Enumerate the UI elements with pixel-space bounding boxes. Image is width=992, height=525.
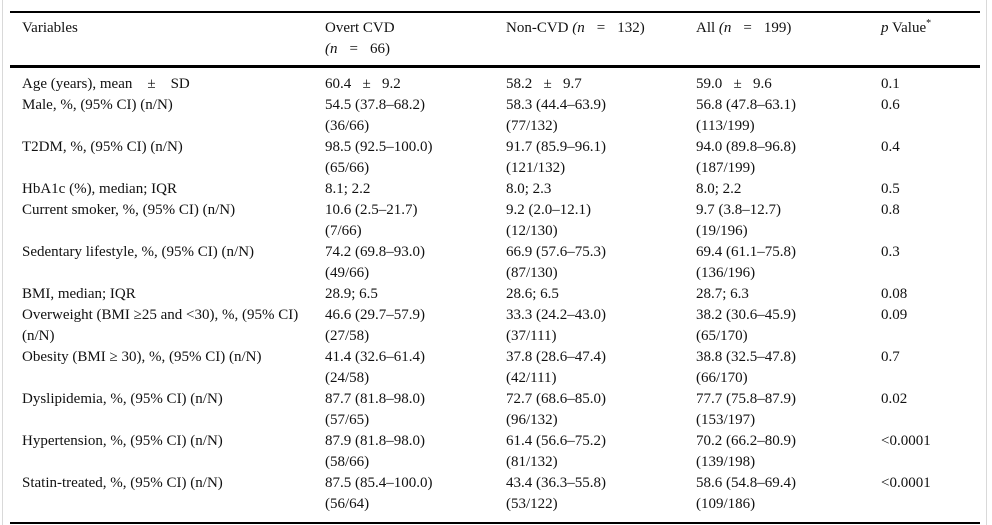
p-value: 0.4 [881,139,900,155]
table-row: Age (years), mean ± SD 60.4 ± 9.2 58.2 ± 9… [10,67,980,96]
p-value-footnote-marker: * [926,18,932,29]
baseline-characteristics-table: Variables Overt CVD (n = 66) Non-CVD (n = 132… [10,11,980,524]
non-cvd-value: 33.3 (24.2–43.0) (37/111) [506,307,606,344]
all-value: 77.7 (75.8–87.9) (153/197) [696,391,796,428]
all-value: 38.2 (30.6–45.9) (65/170) [696,307,796,344]
all-value: 56.8 (47.8–63.1) (113/199) [696,97,796,134]
col-header-overt-cvd: Overt CVD (n = 66) [325,12,506,68]
overt-cvd-value: 28.9; 6.5 [325,286,378,302]
page-edge-left [2,0,3,525]
non-cvd-value: 28.6; 6.5 [506,286,559,302]
p-value: 0.6 [881,97,900,113]
p-value: 0.1 [881,76,900,92]
col-header-variables: Variables [10,12,325,68]
variable-label: T2DM, %, (95% CI) (n/N) [22,139,183,155]
non-cvd-name: Non-CVD [506,20,569,36]
overt-cvd-name: Overt CVD [325,20,395,36]
overt-cvd-value: 54.5 (37.8–68.2) (36/66) [325,97,425,134]
overt-cvd-value: 10.6 (2.5–21.7) (7/66) [325,202,418,239]
table-row: Overweight (BMI ≥25 and <30), %, (95% CI… [10,305,980,347]
variable-label: Male, %, (95% CI) (n/N) [22,97,173,113]
p-value: 0.8 [881,202,900,218]
all-value: 94.0 (89.8–96.8) (187/199) [696,139,796,176]
non-cvd-value: 8.0; 2.3 [506,181,552,197]
p-value: 0.3 [881,244,900,260]
non-cvd-value: 58.2 ± 9.7 [506,76,582,92]
table-row: Current smoker, %, (95% CI) (n/N) 10.6 (2… [10,200,980,242]
variable-label: BMI, median; IQR [22,286,136,302]
table-row: Male, %, (95% CI) (n/N) 54.5 (37.8–68.2) … [10,95,980,137]
col-header-non-cvd: Non-CVD (n = 132) [506,12,696,68]
variable-label: Dyslipidemia, %, (95% CI) (n/N) [22,391,223,407]
overt-cvd-value: 87.7 (81.8–98.0) (57/65) [325,391,425,428]
overt-cvd-value: 98.5 (92.5–100.0) (65/66) [325,139,433,176]
all-value: 9.7 (3.8–12.7) (19/196) [696,202,781,239]
col-header-p-value: p Value* [881,12,980,68]
overt-cvd-value: 46.6 (29.7–57.9) (27/58) [325,307,425,344]
non-cvd-value: 37.8 (28.6–47.4) (42/111) [506,349,606,386]
all-value: 70.2 (66.2–80.9) (139/198) [696,433,796,470]
table-row: Dyslipidemia, %, (95% CI) (n/N) 87.7 (81.… [10,389,980,431]
table-row: Obesity (BMI ≥ 30), %, (95% CI) (n/N) 41.… [10,347,980,389]
variable-label: Obesity (BMI ≥ 30), %, (95% CI) (n/N) [22,349,262,365]
non-cvd-value: 66.9 (57.6–75.3) (87/130) [506,244,606,281]
all-value: 59.0 ± 9.6 [696,76,772,92]
variable-label: Current smoker, %, (95% CI) (n/N) [22,202,236,218]
table-row: Statin-treated, %, (95% CI) (n/N) 87.5 (8… [10,473,980,523]
header-row: Variables Overt CVD (n = 66) Non-CVD (n = 132… [10,12,980,68]
all-name: All [696,20,716,36]
variable-label: Statin-treated, %, (95% CI) (n/N) [22,475,223,491]
variable-label: Overweight (BMI ≥25 and <30), %, (95% CI… [22,307,302,344]
p-value: 0.09 [881,307,908,323]
overt-cvd-value: 87.9 (81.8–98.0) (58/66) [325,433,425,470]
table-header: Variables Overt CVD (n = 66) Non-CVD (n = 132… [10,12,980,68]
p-value: <0.0001 [881,433,931,449]
p-value: 0.02 [881,391,908,407]
all-value: 8.0; 2.2 [696,181,742,197]
col-header-all: All (n = 199) [696,12,881,68]
all-value: 69.4 (61.1–75.8) (136/196) [696,244,796,281]
overt-cvd-n: (n = 66) [325,41,390,57]
table-row: Hypertension, %, (95% CI) (n/N) 87.9 (81.… [10,431,980,473]
non-cvd-value: 43.4 (36.3–55.8) (53/122) [506,475,606,512]
table-row: Sedentary lifestyle, %, (95% CI) (n/N) 74… [10,242,980,284]
non-cvd-value: 9.2 (2.0–12.1) (12/130) [506,202,591,239]
non-cvd-value: 72.7 (68.6–85.0) (96/132) [506,391,606,428]
page-edge-right [986,0,987,525]
overt-cvd-value: 74.2 (69.8–93.0) (49/66) [325,244,425,281]
non-cvd-value: 91.7 (85.9–96.1) (121/132) [506,139,606,176]
overt-cvd-value: 41.4 (32.6–61.4) (24/58) [325,349,425,386]
all-value: 28.7; 6.3 [696,286,749,302]
table-body: Age (years), mean ± SD 60.4 ± 9.2 58.2 ± 9… [10,67,980,524]
variable-label: Hypertension, %, (95% CI) (n/N) [22,433,223,449]
p-value: 0.08 [881,286,908,302]
variable-label: HbA1c (%), median; IQR [22,181,177,197]
table-row: T2DM, %, (95% CI) (n/N) 98.5 (92.5–100.0)… [10,137,980,179]
table-row: BMI, median; IQR 28.9; 6.5 28.6; 6.5 28.7; … [10,284,980,305]
non-cvd-value: 58.3 (44.4–63.9) (77/132) [506,97,606,134]
overt-cvd-value: 8.1; 2.2 [325,181,371,197]
overt-cvd-value: 60.4 ± 9.2 [325,76,401,92]
all-value: 38.8 (32.5–47.8) (66/170) [696,349,796,386]
variable-label: Sedentary lifestyle, %, (95% CI) (n/N) [22,244,255,260]
p-value: 0.5 [881,181,900,197]
overt-cvd-value: 87.5 (85.4–100.0) (56/64) [325,475,433,512]
p-value: <0.0001 [881,475,931,491]
table-row: HbA1c (%), median; IQR 8.1; 2.2 8.0; 2.3 8.… [10,179,980,200]
non-cvd-value: 61.4 (56.6–75.2) (81/132) [506,433,606,470]
p-value: 0.7 [881,349,900,365]
variable-label: Age (years), mean ± SD [22,76,190,92]
col-header-variables-label: Variables [22,20,78,36]
all-value: 58.6 (54.8–69.4) (109/186) [696,475,796,512]
